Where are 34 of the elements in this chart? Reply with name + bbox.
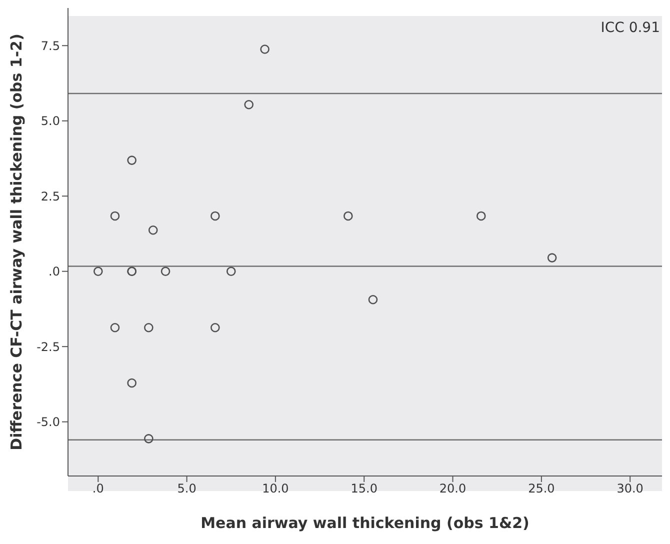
point: [260, 44, 270, 54]
point: [368, 294, 378, 304]
point: [144, 322, 154, 332]
point: [547, 253, 557, 262]
point: [144, 434, 154, 444]
y-tick-label: 2.5: [40, 189, 60, 204]
point: [210, 322, 220, 332]
x-tick-label: 5.0: [177, 482, 196, 496]
y-tick-label: -5.0: [36, 415, 60, 430]
point: [127, 378, 136, 388]
point: [476, 211, 486, 221]
point: [148, 225, 158, 235]
x-tick-label: 30.0: [616, 482, 644, 496]
y-tick-label: .0: [48, 264, 60, 279]
point: [160, 266, 170, 276]
x-tick-label: 20.0: [439, 482, 466, 496]
x-tick-label: 25.0: [528, 482, 555, 496]
point: [110, 211, 120, 221]
y-tick-label: 7.5: [40, 38, 60, 53]
point: [244, 100, 254, 110]
annotation: ICC 0.91: [600, 20, 660, 36]
point: [226, 266, 236, 276]
point: [344, 211, 353, 221]
y-tick-label: 5.0: [40, 114, 60, 128]
x-axis-title: Mean airway wall thickening (obs 1&2): [200, 514, 530, 532]
y-tick-label: -2.5: [36, 340, 60, 354]
point: [127, 156, 136, 165]
x-tick-label: 15.0: [350, 482, 378, 496]
point: [93, 266, 103, 276]
x-tick-label: 10.0: [262, 482, 289, 496]
y-axis-title: Difference CF-CT airway wall thickening (obs 1-2): [7, 34, 26, 450]
point: [210, 211, 220, 221]
x-tick-label: .0: [92, 482, 104, 496]
point: [110, 322, 120, 332]
